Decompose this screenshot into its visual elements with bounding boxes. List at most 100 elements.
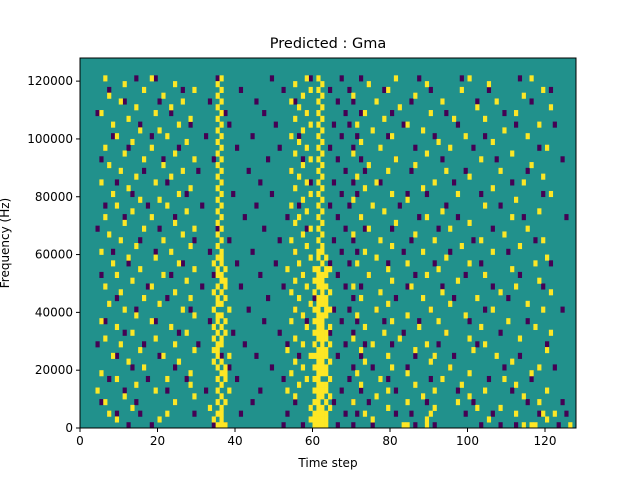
heatmap-cell-low [138,237,143,244]
heatmap-cell-high [328,266,333,273]
heatmap-cell-high [362,358,368,365]
heatmap-cell-high [428,358,433,365]
heatmap-cell-low [452,352,457,359]
heatmap-cell-high [320,347,325,354]
heatmap-cell-low [428,375,433,383]
heatmap-cell-low [359,352,364,359]
heatmap-cell-low [114,295,120,302]
heatmap-cell-high [312,289,317,296]
heatmap-cell-high [359,381,364,388]
heatmap-cell-high [545,387,550,394]
heatmap-cell-high [293,358,298,365]
heatmap-cell-high [316,306,321,313]
heatmap-cell-high [289,318,294,325]
heatmap-cell-low [517,352,523,359]
heatmap-cell-low [142,341,147,348]
heatmap-cell-high [215,231,220,238]
heatmap-cell-low [355,133,360,140]
y-tick-label: 60000 [35,248,73,262]
heatmap-cell-high [359,214,364,221]
heatmap-cell-low [238,410,244,417]
heatmap-cell-low [176,144,182,151]
heatmap-cell-high [413,381,418,388]
heatmap-cell-low [525,318,530,325]
heatmap-cell-low [452,179,457,186]
heatmap-cell-high [351,283,356,290]
heatmap-cell-high [289,370,294,377]
heatmap-cell-high [157,300,162,307]
heatmap-cell-low [285,214,290,221]
heatmap-cell-high [324,370,329,377]
heatmap-cell-high [467,75,472,82]
heatmap-cell-high [304,179,309,186]
heatmap-cell-high [107,231,112,238]
heatmap-cell-high [122,81,127,88]
heatmap-cell-low [409,98,414,105]
heatmap-cell-high [192,393,197,400]
heatmap-cell-high [378,289,383,296]
heatmap-cell-low [541,190,546,198]
heatmap-cell-high [320,185,325,192]
heatmap-cell-low [196,341,201,348]
heatmap-cell-high [103,214,108,221]
heatmap-cell-high [316,295,321,302]
heatmap-cell-low [455,214,461,221]
heatmap-cell-low [355,190,360,198]
heatmap-cell-high [215,219,220,226]
heatmap-cell-high [215,243,220,250]
heatmap-cell-high [211,347,216,354]
heatmap-cell-low [432,260,437,267]
heatmap-cell-high [320,277,325,284]
heatmap-cell-low [107,86,112,93]
heatmap-cell-high [223,422,228,429]
heatmap-cell-low [378,179,383,186]
heatmap-cell-low [413,352,418,359]
heatmap-cell-high [107,300,112,307]
heatmap-cell-high [359,295,364,302]
heatmap-cell-high [320,329,325,336]
heatmap-cell-low [331,121,337,128]
heatmap-cell-high [328,393,333,400]
heatmap-cell-low [529,98,534,105]
heatmap-cell-low [99,156,104,163]
heatmap-cell-high [188,243,193,250]
heatmap-cell-high [316,399,321,406]
heatmap-cell-high [374,179,379,186]
heatmap-cell-high [300,341,306,348]
heatmap-cell-low [471,144,476,151]
heatmap-cell-high [471,347,476,354]
plot-frame [79,57,577,429]
heatmap-cell-high [219,381,224,388]
heatmap-cell-high [215,138,220,146]
heatmap-cell-low [304,225,309,232]
heatmap-cell-high [134,243,139,250]
heatmap-cell-high [161,162,166,169]
heatmap-cell-high [316,98,321,105]
heatmap-cell-low [204,133,209,140]
heatmap-cell-low [111,133,116,140]
heatmap-cell-low [227,121,232,128]
heatmap-cell-low [432,133,437,140]
heatmap-cell-high [440,289,445,296]
heatmap-cell-low [502,110,507,117]
heatmap-cell-high [324,335,329,342]
heatmap-cell-low [134,75,139,82]
heatmap-cell-high [157,416,162,423]
heatmap-cell-low [359,283,364,290]
heatmap-cell-low [300,156,306,163]
heatmap-cell-high [390,190,395,198]
heatmap-cell-high [219,260,224,267]
heatmap-cell-high [215,115,220,122]
heatmap-cell-high [165,375,170,383]
heatmap-cell-low [250,399,255,406]
heatmap-cell-high [459,243,464,250]
heatmap-cell-low [444,202,449,209]
heatmap-cell-high [316,393,321,400]
heatmap-cell-low [207,98,213,105]
heatmap-cell-high [424,341,430,348]
heatmap-cell-low [517,75,523,82]
heatmap-cell-high [483,202,488,209]
heatmap-cell-high [134,173,139,180]
heatmap-cell-high [444,329,449,336]
heatmap-cell-high [459,381,464,388]
